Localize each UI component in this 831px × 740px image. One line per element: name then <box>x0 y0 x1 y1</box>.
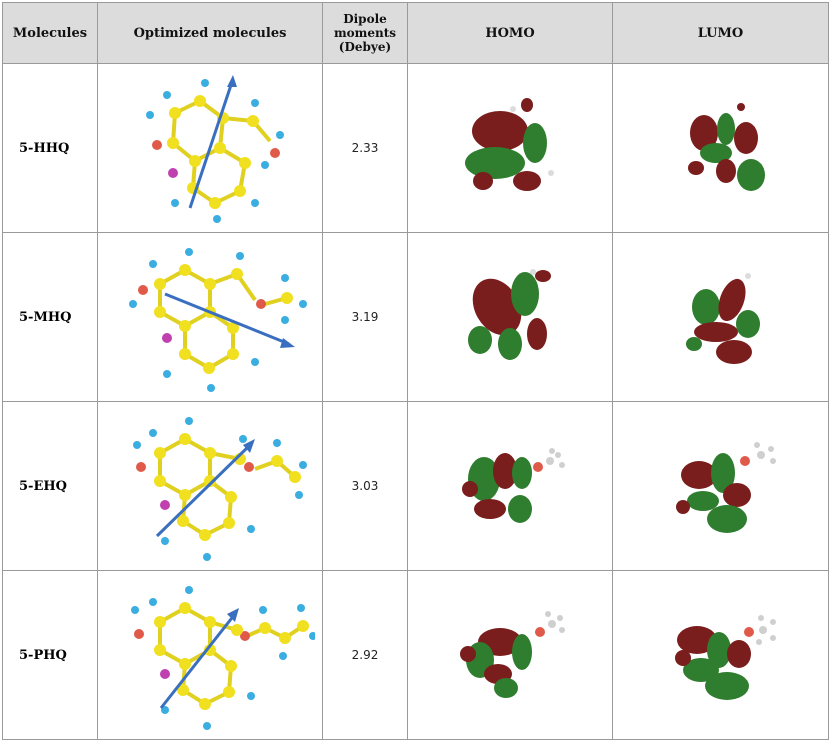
table-row: 5-EHQ <box>2 401 829 571</box>
homo-orbital-image <box>407 570 613 740</box>
homo-orbital-icon <box>462 448 565 523</box>
molecule-name: 5-MHQ <box>2 232 98 402</box>
header-optimized: Optimized molecules <box>97 2 323 64</box>
lumo-orbital-image <box>612 401 829 571</box>
homo-orbital-icon <box>468 269 551 360</box>
lumo-orbital-image <box>612 570 829 740</box>
header-homo: HOMO <box>407 2 613 64</box>
header-dipole-line3: (Debye) <box>338 40 392 54</box>
header-dipole: Dipole moments (Debye) <box>322 2 408 64</box>
header-dipole-line2: moments <box>333 26 397 40</box>
lumo-orbital-icon <box>674 615 776 700</box>
lumo-orbital-icon <box>685 273 760 364</box>
homo-orbital-image <box>407 63 613 233</box>
header-molecules: Molecules <box>2 2 98 64</box>
dipole-value: 2.92 <box>322 570 408 740</box>
lumo-orbital-icon <box>687 103 765 191</box>
optimized-molecule-image <box>97 63 323 233</box>
header-dipole-line1: Dipole <box>343 12 387 26</box>
optimized-molecule-image <box>97 232 323 402</box>
molecule-name: 5-PHQ <box>2 570 98 740</box>
table-row: 5-MHQ <box>2 232 829 402</box>
dipole-value: 3.03 <box>322 401 408 571</box>
lumo-orbital-icon <box>675 442 776 533</box>
homo-orbital-icon <box>465 98 554 191</box>
molecule-structure-icon <box>133 417 307 561</box>
homo-orbital-image <box>407 401 613 571</box>
lumo-orbital-image <box>612 63 829 233</box>
homo-orbital-image <box>407 232 613 402</box>
molecule-structure-icon <box>129 248 307 392</box>
table-row: 5-HHQ <box>2 63 829 233</box>
homo-orbital-icon <box>460 611 565 698</box>
optimized-molecule-image <box>97 401 323 571</box>
dipole-value: 2.33 <box>322 63 408 233</box>
header-row: Molecules Optimized molecules Dipole mom… <box>2 2 829 64</box>
optimized-molecule-image <box>97 570 323 740</box>
molecule-name: 5-EHQ <box>2 401 98 571</box>
lumo-orbital-image <box>612 232 829 402</box>
molecule-structure-icon <box>131 586 315 730</box>
dipole-value: 3.19 <box>322 232 408 402</box>
molecule-name: 5-HHQ <box>2 63 98 233</box>
table-row: 5-PHQ <box>2 570 829 740</box>
molecule-structure-icon <box>146 75 284 223</box>
header-lumo: LUMO <box>612 2 829 64</box>
